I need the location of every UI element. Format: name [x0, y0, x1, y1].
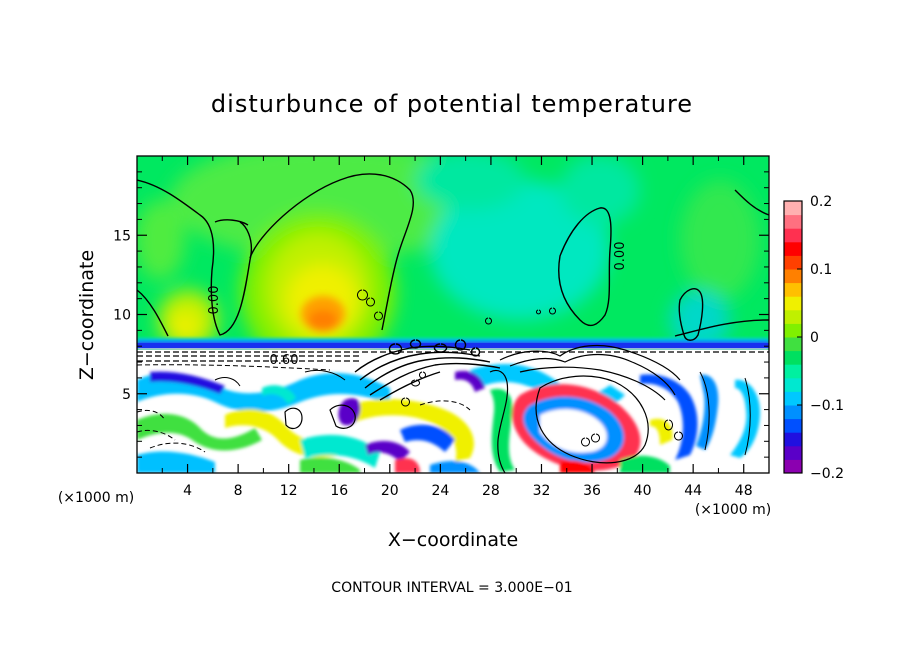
contour-lines	[137, 173, 769, 473]
contour-cluster	[354, 339, 501, 401]
x-axis: 4 8 12 16 20 24 28 32 36 40 44 48	[161, 156, 753, 499]
colorbar-swatch	[784, 296, 802, 311]
colorbar-swatch	[784, 391, 802, 406]
colorbar-swatch	[784, 241, 802, 256]
contour-upper-left	[137, 179, 252, 336]
colorbar-tick-label: 0	[810, 330, 819, 346]
colorbar-swatch	[784, 214, 802, 229]
x-tick-label: 24	[431, 483, 449, 499]
contour-interval-label: CONTOUR INTERVAL = 3.000E−01	[331, 580, 572, 596]
colorbar-swatch	[784, 309, 802, 324]
x-axis-label: X−coordinate	[388, 529, 518, 551]
colorbar-swatch	[784, 269, 802, 284]
x-tick-label: 12	[280, 483, 298, 499]
x-tick-label: 4	[183, 483, 192, 499]
colorbar-swatch	[784, 323, 802, 338]
colorbar-tick-label: 0.1	[810, 262, 832, 278]
colorbar-tick-label: −0.2	[810, 466, 844, 482]
x-unit-left: (×1000 m)	[58, 490, 134, 506]
colorbar: 0.2 0.1 0 −0.1 −0.2	[783, 194, 844, 482]
contour-far-right	[678, 288, 704, 341]
x-tick-label: 32	[533, 483, 551, 499]
colorbar-tick-label: 0.2	[810, 194, 832, 210]
colorbar-swatch	[784, 445, 802, 460]
contour-upper-mid	[137, 173, 415, 337]
x-tick-label: 20	[381, 483, 399, 499]
contour-label-lower: 0.60	[270, 353, 299, 368]
contour-upper-right	[558, 207, 612, 327]
colorbar-swatch	[784, 432, 802, 447]
y-tick-label: 5	[122, 387, 131, 403]
x-tick-label: 44	[684, 483, 702, 499]
plot-area: 0.00 0.00 0.60	[137, 156, 769, 473]
y-axis: 5 10 15	[113, 171, 769, 458]
lower-field	[137, 364, 760, 473]
x-tick-label: 16	[330, 483, 348, 499]
x-tick-label: 28	[482, 483, 500, 499]
colorbar-swatch	[784, 337, 802, 352]
colorbar-swatch	[784, 350, 802, 365]
x-tick-label: 48	[735, 483, 753, 499]
chart-title: disturbunce of potential temperature	[211, 90, 693, 118]
x-unit-right: (×1000 m)	[695, 502, 771, 518]
y-axis-label: Z−coordinate	[76, 250, 98, 380]
colorbar-swatch	[784, 255, 802, 270]
colorbar-swatch	[784, 418, 802, 433]
colorbar-tick-label: −0.1	[810, 398, 844, 414]
upper-field	[137, 156, 760, 372]
lower-layer	[137, 350, 769, 473]
colorbar-swatch	[784, 282, 802, 297]
y-tick-label: 10	[113, 308, 131, 324]
contour-label-right: 0.00	[613, 242, 628, 271]
x-tick-label: 8	[234, 483, 243, 499]
colorbar-swatch	[784, 377, 802, 392]
colorbar-swatch	[784, 228, 802, 243]
contour-label-left: 0.00	[207, 286, 222, 315]
colorbar-swatch	[784, 459, 802, 474]
y-tick-label: 15	[113, 228, 131, 244]
colorbar-swatch	[784, 405, 802, 420]
x-tick-label: 36	[583, 483, 601, 499]
colorbar-swatch	[784, 201, 802, 216]
x-tick-label: 40	[634, 483, 652, 499]
colorbar-swatch	[784, 364, 802, 379]
contour-right-edge	[674, 189, 769, 337]
